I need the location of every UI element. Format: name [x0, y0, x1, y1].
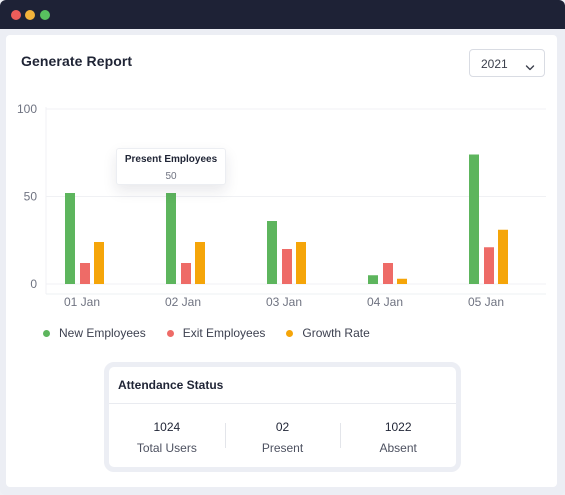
- x-tick-label: 04 Jan: [367, 295, 403, 309]
- bar-new-employees: [469, 154, 479, 284]
- legend-item-growth-rate[interactable]: Growth Rate: [286, 326, 370, 340]
- bar-exit-employees: [383, 263, 393, 284]
- stat-value: 1024: [153, 420, 181, 434]
- chevron-down-icon: [525, 59, 535, 77]
- minimize-window-button[interactable]: [25, 10, 35, 20]
- year-select[interactable]: 2021: [469, 49, 545, 77]
- bar-exit-employees: [282, 249, 292, 284]
- stat-label: Absent: [379, 441, 417, 455]
- y-tick-label: 50: [24, 190, 38, 204]
- legend-dot-icon: [43, 329, 50, 337]
- legend-label: Exit Employees: [182, 326, 266, 340]
- tooltip-title: Present Employees: [124, 154, 218, 165]
- window-titlebar: [0, 0, 565, 29]
- legend-item-exit-employees[interactable]: Exit Employees: [166, 326, 266, 340]
- y-tick-label: 0: [30, 277, 37, 291]
- chart-legend: New Employees Exit Employees Growth Rate: [43, 325, 391, 341]
- legend-dot-icon: [286, 329, 294, 337]
- bar-new-employees: [368, 275, 378, 284]
- stat-absent: 1022 Absent: [340, 404, 456, 467]
- tooltip-value: 50: [165, 171, 177, 182]
- bar-exit-employees: [484, 247, 494, 284]
- close-window-button[interactable]: [11, 10, 21, 20]
- page-title: Generate Report: [21, 53, 133, 69]
- year-select-value: 2021: [481, 57, 508, 71]
- attendance-status-panel: Attendance Status 1024 Total Users 02 Pr…: [104, 362, 461, 472]
- stat-label: Total Users: [136, 441, 197, 455]
- legend-label: Growth Rate: [302, 326, 370, 340]
- x-tick-label: 01 Jan: [64, 295, 100, 309]
- bar-exit-employees: [181, 263, 191, 284]
- attendance-title: Attendance Status: [118, 378, 224, 392]
- bar-exit-employees: [80, 263, 90, 284]
- stat-value: 02: [275, 420, 290, 434]
- report-bar-chart: 100 50 0 01 Jan 02 Jan 03 Jan 04 Jan 05 Jan: [17, 102, 546, 309]
- attendance-header: Attendance Status: [109, 367, 456, 404]
- x-tick-label: 05 Jan: [468, 295, 504, 309]
- y-tick-label: 100: [17, 102, 37, 116]
- maximize-window-button[interactable]: [40, 10, 50, 20]
- bar-new-employees: [166, 193, 176, 284]
- bar-growth-rate: [296, 242, 306, 284]
- stat-total-users: 1024 Total Users: [109, 404, 225, 467]
- legend-dot-icon: [166, 329, 174, 337]
- stat-label: Present: [261, 441, 304, 455]
- x-tick-label: 03 Jan: [266, 295, 302, 309]
- bar-new-employees: [267, 221, 277, 284]
- report-card: Generate Report 2021 100 50 0 01 Jan 02 Jan 0…: [6, 35, 557, 487]
- bar-growth-rate: [498, 229, 508, 284]
- legend-item-new-employees[interactable]: New Employees: [43, 326, 146, 340]
- stat-present: 02 Present: [224, 404, 341, 467]
- legend-label: New Employees: [59, 326, 146, 340]
- stat-value: 1022: [384, 420, 412, 434]
- chart-tooltip: Present Employees 50: [116, 148, 226, 185]
- bar-growth-rate: [195, 242, 205, 284]
- bar-growth-rate: [397, 278, 407, 284]
- x-tick-label: 02 Jan: [165, 295, 201, 309]
- bar-growth-rate: [94, 242, 104, 284]
- attendance-stats: 1024 Total Users 02 Present 1022 Absent: [109, 404, 456, 467]
- bar-new-employees: [65, 193, 75, 284]
